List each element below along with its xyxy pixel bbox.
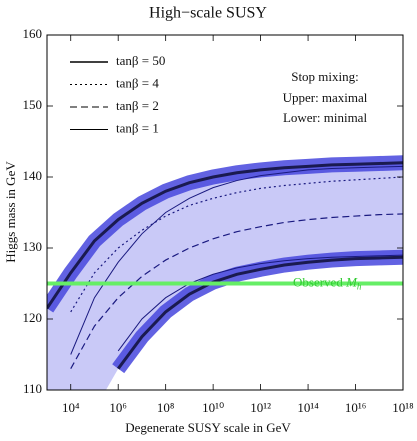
x-axis-label: Degenerate SUSY scale in GeV xyxy=(125,420,291,435)
x-tick-label: 10⁶ xyxy=(109,400,127,415)
x-tick-label: 10¹⁶ xyxy=(345,400,366,415)
x-tick-label: 10¹⁰ xyxy=(202,400,224,415)
y-tick-label: 150 xyxy=(23,97,43,112)
legend-label: tanβ = 2 xyxy=(116,98,159,113)
reference-symbol: M xyxy=(345,274,358,289)
legend-label: tanβ = 1 xyxy=(116,120,159,135)
series-line xyxy=(70,213,403,369)
legend-label: tanβ = 4 xyxy=(116,75,159,90)
x-tick-label: 10⁴ xyxy=(62,400,80,415)
y-tick-label: 160 xyxy=(23,26,43,41)
y-tick-label: 140 xyxy=(23,168,43,183)
y-tick-label: 130 xyxy=(23,239,43,254)
y-tick-label: 110 xyxy=(23,381,42,396)
plot-area xyxy=(47,155,403,390)
series-line xyxy=(117,254,403,352)
series-line xyxy=(70,165,403,355)
chart-title: High−scale SUSY xyxy=(149,5,267,22)
plot-frame xyxy=(46,34,404,391)
note-line: Lower: minimal xyxy=(283,110,368,125)
y-tick-label: 120 xyxy=(23,310,43,325)
reference-text: Observed xyxy=(293,274,346,289)
x-tick-label: 10¹⁴ xyxy=(297,400,319,415)
reference-label: Observed Mh xyxy=(293,274,362,291)
series-line xyxy=(116,255,403,370)
series-line xyxy=(47,161,403,310)
x-tick-label: 10⁸ xyxy=(157,400,175,415)
reference-subscript: h xyxy=(357,282,362,292)
legend-label: tanβ = 50 xyxy=(116,53,165,68)
y-axis-label: Higgs mass in GeV xyxy=(3,161,18,263)
note-line: Stop mixing: xyxy=(291,69,359,84)
x-tick-label: 10¹⁸ xyxy=(392,400,414,415)
x-tick-label: 10¹² xyxy=(250,400,271,415)
note-line: Upper: maximal xyxy=(283,90,368,105)
